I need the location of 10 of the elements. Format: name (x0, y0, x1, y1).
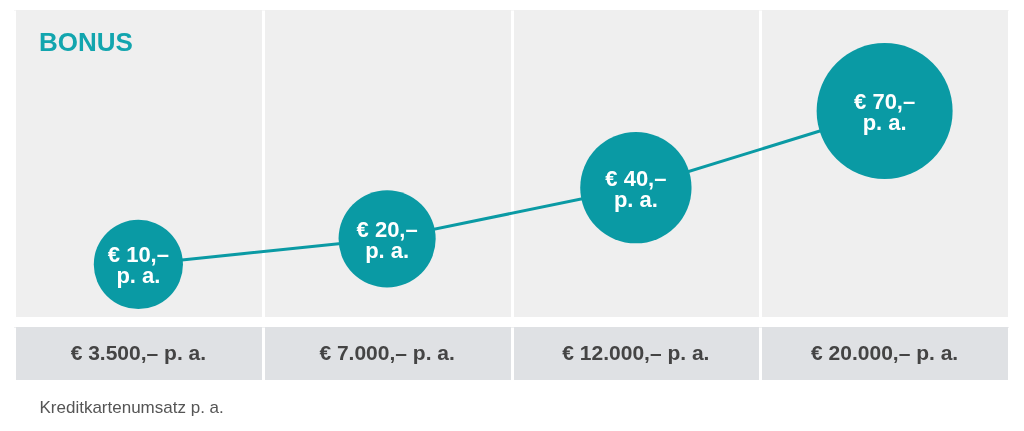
data-label: € 20,– p. a. (356, 216, 418, 263)
x-tick-label: € 20.000,– p. a. (811, 340, 959, 364)
x-tick-label: € 3.500,– p. a. (70, 340, 207, 364)
x-axis-title: Kreditkartenumsatz p. a. (39, 397, 224, 417)
data-label: € 40,– p. a. (605, 165, 667, 212)
chart-title: BONUS (39, 27, 133, 57)
data-label: € 70,– p. a. (854, 89, 916, 135)
data-label: € 10,– p. a. (107, 242, 169, 289)
x-tick-label: € 7.000,– p. a. (319, 340, 455, 364)
x-tick-label: € 12.000,– p. a. (562, 340, 710, 364)
